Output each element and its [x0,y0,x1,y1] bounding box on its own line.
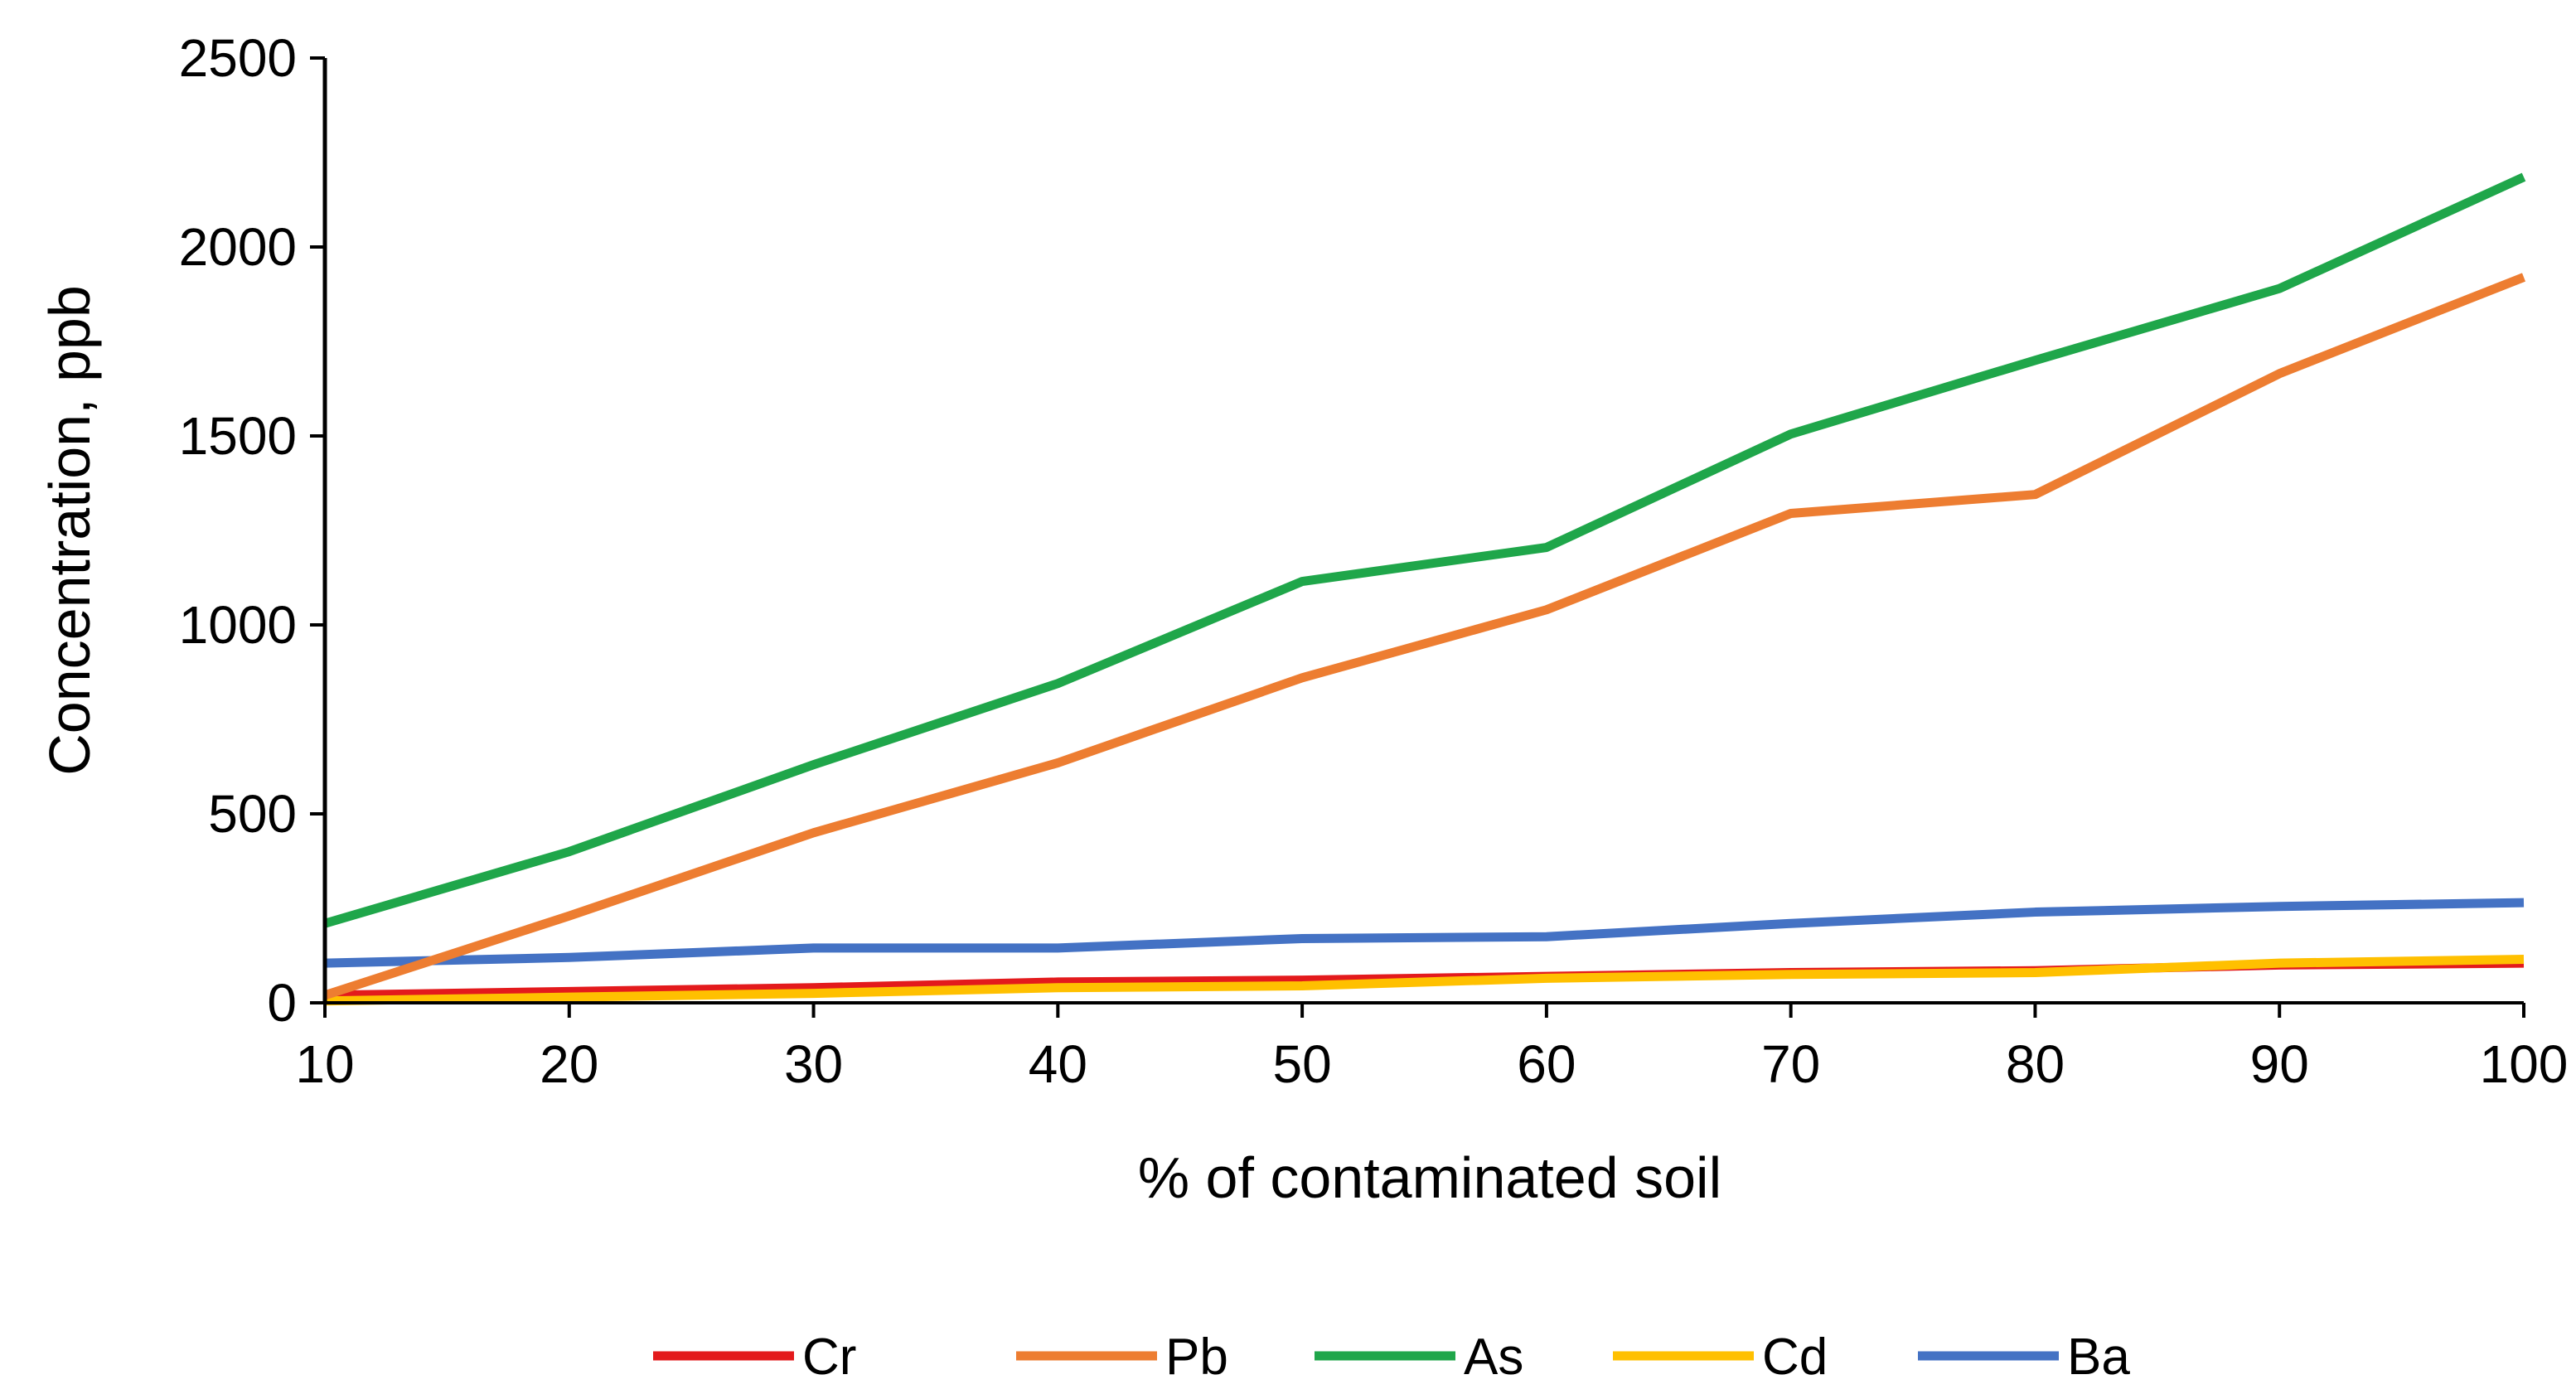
x-tick-label: 10 [295,1034,354,1094]
legend-label-cd: Cd [1762,1329,1828,1386]
y-tick-label: 1000 [179,595,297,655]
x-tick-label: 20 [540,1034,598,1094]
x-tick-label: 100 [2480,1034,2569,1094]
legend: Cr Pb As Cd Ba [653,1329,2130,1386]
y-tick-label: 1500 [179,406,297,466]
x-axis-ticks: 10 20 30 40 50 60 70 80 90 100 [295,1003,2568,1094]
legend-label-cr: Cr [802,1329,856,1386]
y-tick-label: 2500 [179,28,297,88]
x-tick-label: 90 [2250,1034,2309,1094]
x-tick-label: 80 [2006,1034,2065,1094]
series-line-ba [324,898,2525,968]
series-line-as [323,172,2526,928]
series-line-pb [323,273,2526,1000]
y-tick-label: 500 [208,784,297,844]
y-tick-label: 0 [267,973,297,1033]
y-axis-ticks: 0 500 1000 1500 2000 2500 [179,28,325,1033]
series-line-cd [324,955,2525,1006]
series-layer [323,172,2526,1006]
x-tick-label: 60 [1517,1034,1576,1094]
x-tick-label: 70 [1761,1034,1820,1094]
legend-label-as: As [1464,1329,1523,1386]
legend-label-pb: Pb [1165,1329,1228,1386]
x-tick-label: 30 [784,1034,843,1094]
legend-label-ba: Ba [2067,1329,2130,1386]
y-axis-title: Concentration, ppb [37,285,102,776]
x-axis-title: % of contaminated soil [1138,1145,1721,1210]
x-tick-label: 50 [1273,1034,1332,1094]
x-tick-label: 40 [1029,1034,1087,1094]
y-tick-label: 2000 [179,217,297,277]
